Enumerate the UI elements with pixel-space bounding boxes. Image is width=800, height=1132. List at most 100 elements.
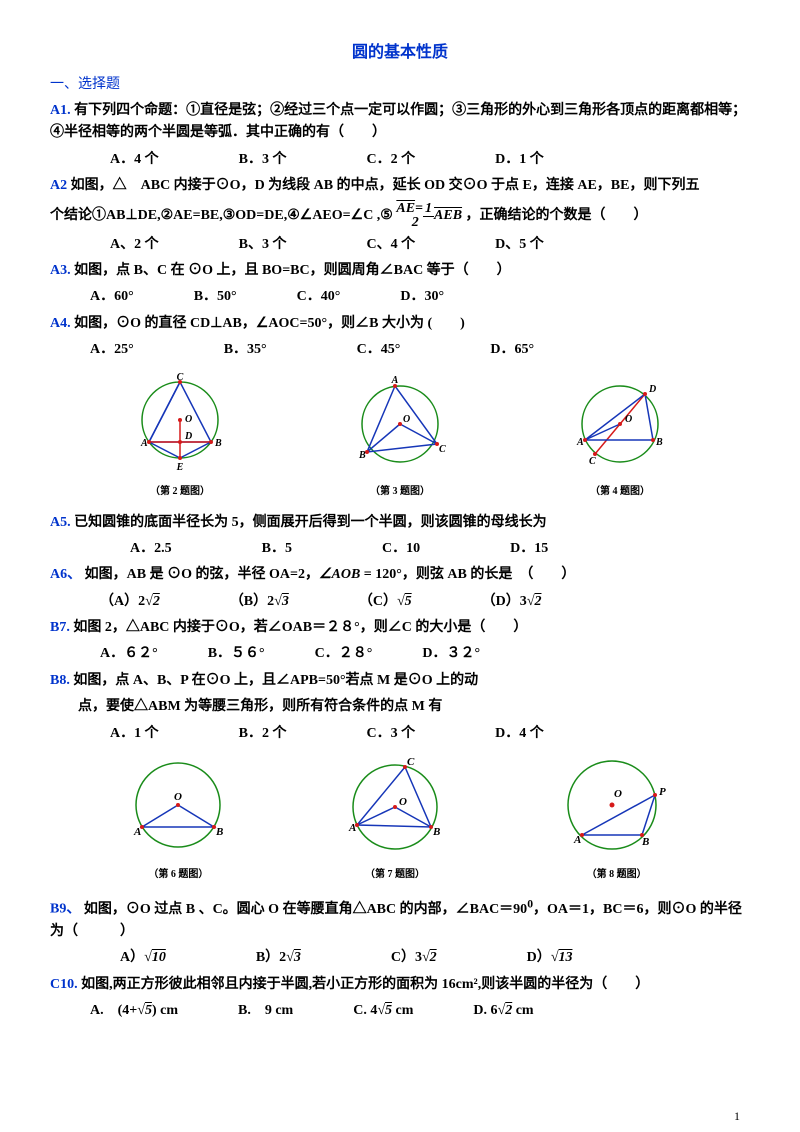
q3-d: D．30°	[400, 286, 444, 308]
q10-text: 如图,两正方形彼此相邻且内接于半圆,若小正方形的面积为 16cm²,则该半圆的半…	[81, 977, 649, 992]
q3-text: 如图，点 B、C 在 ⊙O 上，且 BO=BC，则圆周角∠BAC 等于（ ）	[74, 263, 511, 278]
q3-options: A．60° B．50° C．40° D．30°	[50, 286, 750, 308]
fig4: D O A B C （第 4 题图）	[565, 372, 675, 500]
q1-a: A．4 个	[110, 149, 159, 171]
svg-text:O: O	[399, 796, 407, 808]
figure-row-1: C O D A B E （第 2 题图） A O B C （第 3 题图）	[70, 372, 730, 500]
q10-options: A. (4+√5) cm B. 9 cm C. 4√5 cm D. 6√2 cm	[50, 1000, 750, 1022]
q2-c: C、4 个	[366, 234, 415, 256]
fig4-label: （第 4 题图）	[565, 484, 675, 500]
q3-label: A3.	[50, 263, 71, 278]
svg-text:B: B	[358, 450, 366, 461]
svg-text:A: A	[573, 834, 581, 846]
q9-d: D）√13	[527, 947, 573, 969]
page-title: 圆的基本性质	[50, 40, 750, 66]
q8: B8. 如图，点 A、B、P 在⊙O 上，且∠APB=50°若点 M 是⊙O 上…	[50, 670, 750, 692]
svg-text:O: O	[614, 788, 622, 800]
fig6-label: （第 6 题图）	[118, 867, 238, 883]
q4-label: A4.	[50, 316, 71, 331]
q7-text: 如图 2，△ABC 内接于⊙O，若∠OAB＝２８°，则∠C 的大小是（ ）	[73, 620, 527, 635]
q5-options: A．2.5 B．5 C．10 D．15	[50, 538, 750, 560]
fig8-label: （第 8 题图）	[552, 867, 682, 883]
q1-text: 有下列四个命题：①直径是弦；②经过三个点一定可以作圆；③三角形的外心到三角形各顶…	[50, 103, 746, 140]
svg-text:A: A	[140, 438, 148, 449]
q7-label: B7.	[50, 620, 70, 635]
q2-text-pre: 如图，△ ABC 内接于⊙O，D 为线段 AB 的中点，延长 OD 交⊙O 于点…	[71, 178, 700, 193]
figure-row-2: O A B （第 6 题图） C O A B （第 7 题图） O P	[70, 755, 730, 883]
q3-a: A．60°	[90, 286, 134, 308]
svg-text:C: C	[439, 444, 446, 455]
q1-d: D．1 个	[495, 149, 544, 171]
q9-text: 如图，⊙O 过点 B 、C。圆心 O 在等腰直角△ABC 的内部，∠BAC＝90…	[50, 902, 742, 939]
fig7-label: （第 7 题图）	[335, 867, 455, 883]
svg-text:A: A	[133, 826, 141, 838]
q10-a: A. (4+√5) cm	[90, 1000, 178, 1022]
svg-text:A: A	[576, 437, 584, 448]
svg-text:E: E	[176, 462, 184, 473]
q2-text-post: 个结论①AB⊥DE,②AE=BE,③OD=DE,④∠AEO=∠C ,⑤	[50, 208, 393, 223]
fig2-label: （第 2 题图）	[125, 484, 235, 500]
q1-c: C．2 个	[366, 149, 415, 171]
q4-text: 如图，⊙O 的直径 CD⊥AB，∠AOC=50°，则∠B 大小为 ( )	[74, 316, 465, 331]
q3-b: B．50°	[194, 286, 237, 308]
q8-text2: 点，要使△ABM 为等腰三角形，则所有符合条件的点 M 有	[78, 699, 442, 714]
q6: A6、 如图，AB 是 ⊙O 的弦，半径 OA=2，∠AOB = 120°，则弦…	[50, 564, 750, 586]
q10-d: D. 6√2 cm	[473, 1000, 533, 1022]
q8-d: D．4 个	[495, 723, 544, 745]
q9-b: B）2√3	[256, 947, 301, 969]
q2: A2 如图，△ ABC 内接于⊙O，D 为线段 AB 的中点，延长 OD 交⊙O…	[50, 175, 750, 197]
svg-text:O: O	[625, 414, 632, 425]
q9-a: A）√10	[120, 947, 166, 969]
q1: A1. 有下列四个命题：①直径是弦；②经过三个点一定可以作圆；③三角形的外心到三…	[50, 100, 750, 145]
q7-a: A．６２°	[100, 643, 158, 665]
q9-c: C）3√2	[391, 947, 437, 969]
q9-options: A）√10 B）2√3 C）3√2 D）√13	[50, 947, 750, 969]
q5-a: A．2.5	[130, 538, 172, 560]
svg-text:B: B	[215, 826, 223, 838]
q8-options: A．1 个 B．2 个 C．3 个 D．4 个	[50, 723, 750, 745]
fig3-label: （第 3 题图）	[345, 484, 455, 500]
q2-line2: 个结论①AB⊥DE,②AE=BE,③OD=DE,④∠AEO=∠C ,⑤ AE=1…	[50, 202, 750, 230]
q2-options: A、2 个 B、3 个 C、4 个 D、5 个	[50, 234, 750, 256]
q6-a: （A）2√2	[100, 591, 160, 613]
svg-text:B: B	[432, 826, 440, 838]
q6-b: （B）2√3	[230, 591, 289, 613]
q4-d: D．65°	[490, 339, 534, 361]
q5: A5. 已知圆锥的底面半径长为 5，侧面展开后得到一个半圆，则该圆锥的母线长为	[50, 512, 750, 534]
svg-text:B: B	[655, 437, 663, 448]
fig6: O A B （第 6 题图）	[118, 755, 238, 883]
q3-c: C．40°	[297, 286, 341, 308]
q6-d: （D）3√2	[482, 591, 542, 613]
svg-text:P: P	[659, 786, 666, 798]
eq-den: 2	[412, 215, 419, 230]
svg-text:C: C	[407, 756, 415, 768]
q6-text: 如图，AB 是 ⊙O 的弦，半径 OA=2，∠AOB = 120°，则弦 AB …	[85, 567, 576, 582]
q10-b: B. 9 cm	[238, 1000, 293, 1022]
q5-d: D．15	[510, 538, 548, 560]
svg-text:C: C	[589, 456, 596, 467]
q8-b: B．2 个	[239, 723, 287, 745]
eq-lhs: AE	[396, 201, 415, 216]
svg-text:O: O	[403, 414, 410, 425]
svg-text:O: O	[185, 414, 192, 425]
q8-text1: 如图，点 A、B、P 在⊙O 上，且∠APB=50°若点 M 是⊙O 上的动	[73, 673, 478, 688]
fig3: A O B C （第 3 题图）	[345, 372, 455, 500]
q8-c: C．3 个	[366, 723, 415, 745]
q4: A4. 如图，⊙O 的直径 CD⊥AB，∠AOC=50°，则∠B 大小为 ( )	[50, 313, 750, 335]
svg-text:B: B	[641, 836, 649, 848]
q2-d: D、5 个	[495, 234, 544, 256]
fig7: C O A B （第 7 题图）	[335, 755, 455, 883]
svg-text:D: D	[648, 384, 656, 395]
eq-num: 1	[423, 201, 434, 217]
svg-text:A: A	[348, 822, 356, 834]
q2-a: A、2 个	[110, 234, 159, 256]
fig8: O P A B （第 8 题图）	[552, 755, 682, 883]
fig2: C O D A B E （第 2 题图）	[125, 372, 235, 500]
svg-text:B: B	[214, 438, 222, 449]
q9: B9、 如图，⊙O 过点 B 、C。圆心 O 在等腰直角△ABC 的内部，∠BA…	[50, 895, 750, 943]
q10: C10. 如图,两正方形彼此相邻且内接于半圆,若小正方形的面积为 16cm²,则…	[50, 974, 750, 996]
q9-label: B9、	[50, 902, 80, 917]
svg-text:A: A	[391, 375, 399, 386]
q3: A3. 如图，点 B、C 在 ⊙O 上，且 BO=BC，则圆周角∠BAC 等于（…	[50, 260, 750, 282]
q6-c: （C）√5	[359, 591, 412, 613]
